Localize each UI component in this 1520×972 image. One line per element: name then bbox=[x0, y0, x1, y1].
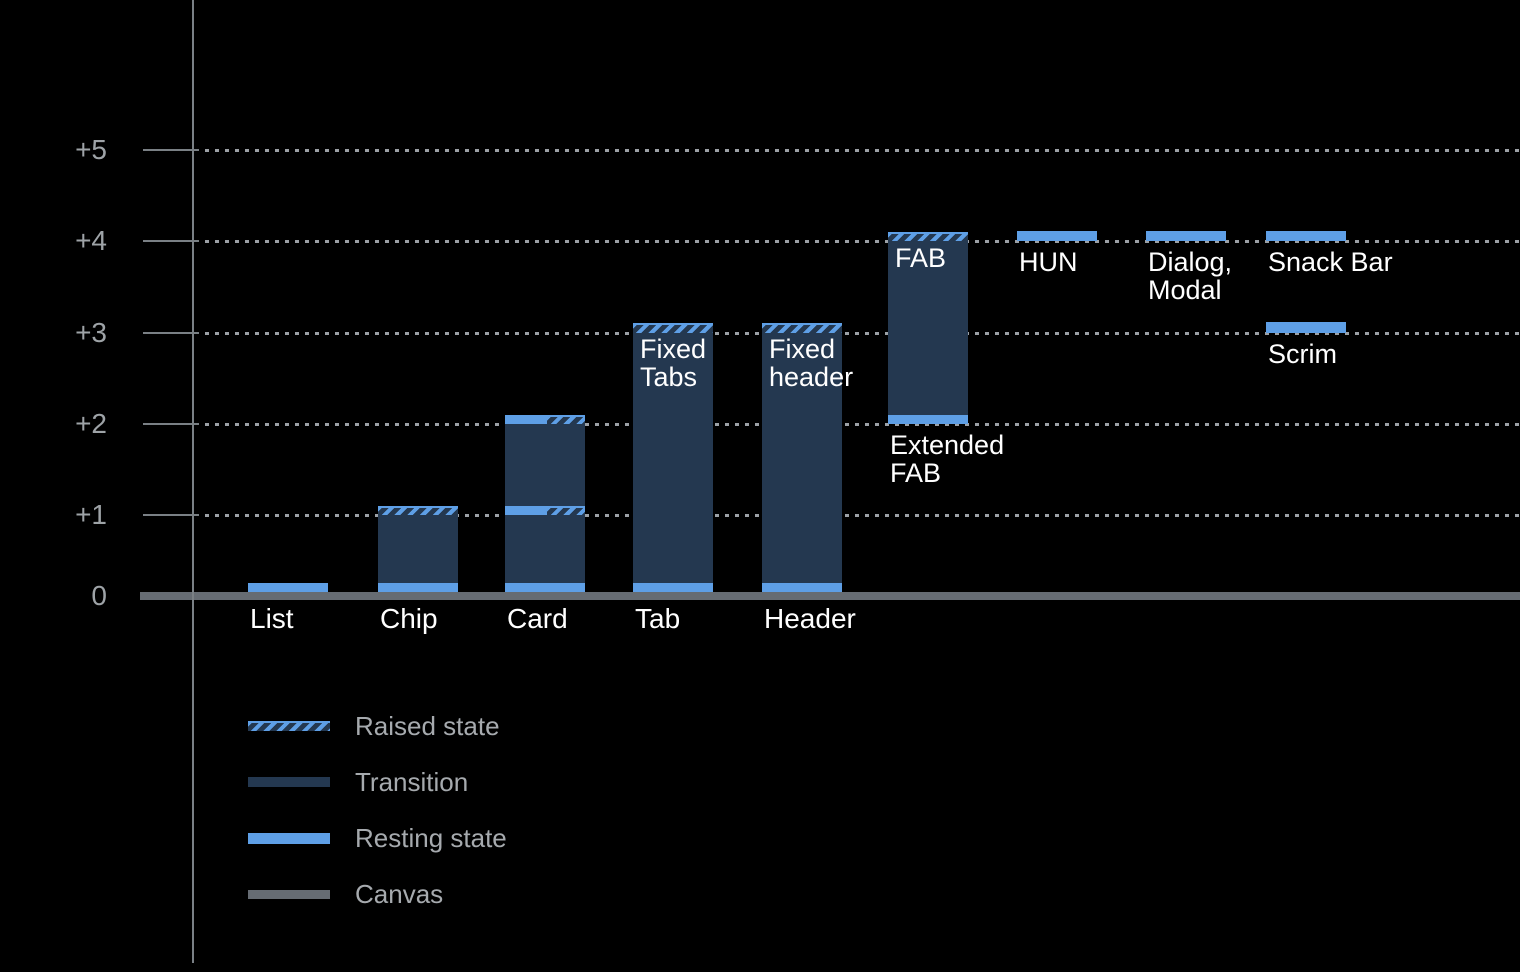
legend-label: Canvas bbox=[355, 878, 444, 909]
gridline bbox=[205, 332, 1520, 335]
x-axis-label: Header bbox=[764, 603, 856, 634]
segment-resting bbox=[505, 583, 585, 592]
resting-swatch-icon bbox=[248, 832, 330, 844]
bar-header bbox=[762, 0, 842, 972]
x-axis-label: Chip bbox=[380, 603, 438, 634]
gridline bbox=[205, 149, 1520, 152]
y-tick-label: +1 bbox=[75, 499, 107, 530]
legend-label: Resting state bbox=[355, 822, 507, 853]
bar-card bbox=[505, 0, 585, 972]
segment-resting bbox=[762, 583, 842, 592]
legend-swatch-resting bbox=[248, 832, 330, 844]
y-axis-line bbox=[192, 0, 194, 963]
legend: Raised state Transition Resting state Canva… bbox=[248, 698, 507, 922]
bar-scrim bbox=[1266, 0, 1346, 972]
legend-item-transition: Transition bbox=[248, 754, 507, 810]
x-axis-label: Card bbox=[507, 603, 568, 634]
legend-item-resting-state: Resting state bbox=[248, 810, 507, 866]
gridline bbox=[205, 514, 1520, 517]
canvas-baseline bbox=[140, 592, 1520, 600]
bar-inner-label: FAB bbox=[895, 243, 947, 273]
bar-snack-bar bbox=[1266, 0, 1346, 972]
bar-dialog-modal bbox=[1146, 0, 1226, 972]
segment-transition bbox=[378, 515, 458, 583]
canvas-swatch-icon bbox=[248, 889, 330, 899]
y-tick-line bbox=[143, 240, 199, 242]
bar-below-label: HUN bbox=[1019, 247, 1078, 277]
legend-swatch-transition bbox=[248, 777, 330, 787]
segment-transition bbox=[505, 515, 585, 583]
segment-resting bbox=[248, 583, 328, 592]
legend-label: Transition bbox=[355, 766, 469, 797]
legend-item-raised-state: Raised state bbox=[248, 698, 507, 754]
raised-swatch-icon bbox=[248, 721, 330, 731]
x-axis-label: List bbox=[250, 603, 294, 634]
bar-hun bbox=[1017, 0, 1097, 972]
bar-inner-label: Fixed header bbox=[769, 334, 854, 392]
segment-resting bbox=[633, 583, 713, 592]
bar-tab bbox=[633, 0, 713, 972]
segment-transition bbox=[505, 424, 585, 506]
y-tick-line bbox=[143, 423, 199, 425]
bar-inner-label: Fixed Tabs bbox=[640, 334, 707, 392]
y-tick-line bbox=[143, 332, 199, 334]
y-tick-label: +5 bbox=[75, 134, 107, 165]
transition-swatch-icon bbox=[248, 777, 330, 787]
bar-below-label: Dialog, Modal bbox=[1148, 247, 1233, 305]
y-tick-label: +3 bbox=[75, 317, 107, 348]
legend-swatch-raised bbox=[248, 721, 330, 731]
x-axis-label: Tab bbox=[635, 603, 681, 634]
legend-swatch-canvas bbox=[248, 889, 330, 899]
gridline bbox=[205, 240, 1520, 243]
bar-below-label: Scrim bbox=[1268, 339, 1337, 369]
y-tick-label: +4 bbox=[75, 225, 107, 256]
legend-label: Raised state bbox=[355, 710, 500, 741]
bar-below-label: Snack Bar bbox=[1268, 247, 1393, 277]
y-tick-label: +2 bbox=[75, 408, 107, 439]
gridline bbox=[205, 423, 1520, 426]
y-tick-line bbox=[143, 514, 199, 516]
segment-resting bbox=[378, 583, 458, 592]
legend-item-canvas: Canvas bbox=[248, 866, 507, 922]
bar-below-label: Extended FAB bbox=[890, 430, 1005, 488]
y-tick-line bbox=[143, 149, 199, 151]
y-tick-label: 0 bbox=[91, 580, 107, 611]
